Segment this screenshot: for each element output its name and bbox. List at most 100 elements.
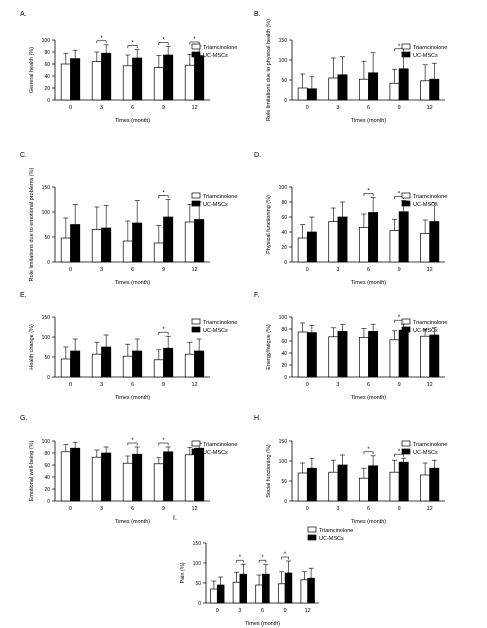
legend-label: Triamcinolone [319, 528, 353, 534]
x-axis-label: Times (month) [115, 519, 150, 525]
panel-label: G. [20, 415, 27, 422]
bar-triamcinolone [184, 353, 195, 378]
bar-uc-mscs [216, 584, 225, 604]
bar-uc-mscs [70, 58, 81, 101]
x-tick-label: 12 [427, 382, 433, 388]
bar-triamcinolone [389, 230, 400, 263]
significance-star: * [131, 41, 134, 47]
bar-triamcinolone [122, 65, 133, 101]
bar-triamcinolone [300, 579, 309, 604]
significance-star: * [284, 552, 287, 558]
bar-uc-mscs [429, 78, 440, 101]
bar-triamcinolone [420, 474, 431, 502]
y-tick-label: 0 [47, 499, 50, 505]
legend-swatch [401, 326, 411, 333]
bar-triamcinolone [328, 77, 339, 101]
legend-swatch [401, 43, 411, 50]
bar-triamcinolone [91, 229, 102, 263]
x-tick-label: 12 [191, 382, 197, 388]
bar-uc-mscs [368, 72, 379, 101]
significance-star: * [100, 36, 103, 42]
y-tick-label: 100 [42, 439, 51, 445]
legend-swatch [191, 448, 201, 455]
bar-triamcinolone [358, 78, 369, 101]
y-tick-label: 40 [44, 475, 50, 481]
y-tick-label: 100 [279, 315, 288, 321]
bar-uc-mscs [306, 332, 317, 378]
x-tick-label: 6 [131, 267, 134, 273]
legend-label: Triamcinolone [413, 194, 447, 200]
bar-uc-mscs [262, 573, 270, 604]
bar-triamcinolone [60, 451, 71, 502]
bar-triamcinolone [420, 335, 431, 378]
y-axis-label: Health change (%) [29, 324, 35, 370]
bar-triamcinolone [210, 588, 218, 604]
x-tick-label: 6 [131, 506, 134, 512]
x-tick-label: 6 [367, 267, 370, 273]
y-tick-label: 0 [47, 98, 50, 104]
x-tick-label: 3 [100, 382, 103, 388]
x-tick-label: 0 [69, 506, 72, 512]
significance-star: * [398, 315, 401, 321]
legend-label: UC-MSCs [203, 450, 228, 456]
bar-uc-mscs [132, 453, 143, 502]
chart-panel-3: C. 0 50 100 150 Role limitations due to emoti… [20, 152, 237, 286]
bar-uc-mscs [398, 211, 409, 263]
significance-star: * [398, 44, 401, 50]
bar-uc-mscs [306, 467, 317, 502]
bar-triamcinolone [389, 82, 400, 101]
y-tick-label: 150 [193, 541, 202, 547]
bar-uc-mscs [398, 329, 409, 378]
y-tick-label: 0 [198, 601, 201, 607]
bar-uc-mscs [307, 577, 315, 604]
chart-panel-2: B. 0 50 100 150 Role limitations due to physi… [254, 11, 447, 124]
x-tick-label: 6 [261, 608, 264, 614]
y-tick-label: 20 [281, 245, 287, 251]
legend-swatch [401, 51, 411, 58]
x-tick-label: 12 [191, 105, 197, 111]
bar-triamcinolone [60, 237, 71, 263]
x-tick-label: 3 [336, 267, 339, 273]
bar-triamcinolone [255, 584, 263, 604]
y-tick-label: 150 [42, 185, 51, 191]
significance-star: * [162, 327, 165, 333]
bar-uc-mscs [70, 447, 81, 502]
x-tick-label: 12 [191, 506, 197, 512]
legend-label: UC-MSCs [413, 53, 438, 59]
bar-triamcinolone [153, 359, 164, 378]
y-tick-label: 20 [44, 487, 50, 493]
bar-triamcinolone [91, 456, 102, 502]
bar-triamcinolone [420, 80, 431, 101]
y-tick-label: 150 [279, 38, 288, 44]
panel-label: C. [20, 152, 27, 159]
bar-uc-mscs [101, 227, 112, 263]
significance-star: * [367, 447, 370, 453]
bar-uc-mscs [132, 57, 143, 101]
bar-triamcinolone [297, 237, 308, 263]
x-axis-label: Times (month) [351, 395, 386, 401]
bar-uc-mscs [194, 55, 205, 101]
bar-triamcinolone [184, 64, 195, 101]
y-tick-label: 80 [44, 451, 50, 457]
legend-swatch [401, 192, 411, 199]
bar-uc-mscs [132, 350, 143, 378]
x-tick-label: 3 [100, 267, 103, 273]
significance-star: * [261, 555, 264, 561]
y-tick-label: 60 [44, 463, 50, 469]
y-tick-label: 0 [284, 98, 287, 104]
x-tick-label: 0 [69, 382, 72, 388]
y-tick-label: 40 [44, 74, 50, 80]
x-axis-label: Times (month) [351, 280, 386, 286]
bar-triamcinolone [297, 472, 308, 502]
x-axis-label: Times (month) [115, 395, 150, 401]
x-tick-label: 6 [131, 105, 134, 111]
x-axis-label: Times (month) [245, 621, 280, 627]
x-tick-label: 9 [398, 267, 401, 273]
bar-uc-mscs [101, 452, 112, 502]
bar-uc-mscs [429, 221, 440, 263]
y-tick-label: 100 [279, 185, 288, 191]
legend-label: UC-MSCs [319, 536, 344, 542]
legend-label: UC-MSCs [413, 450, 438, 456]
